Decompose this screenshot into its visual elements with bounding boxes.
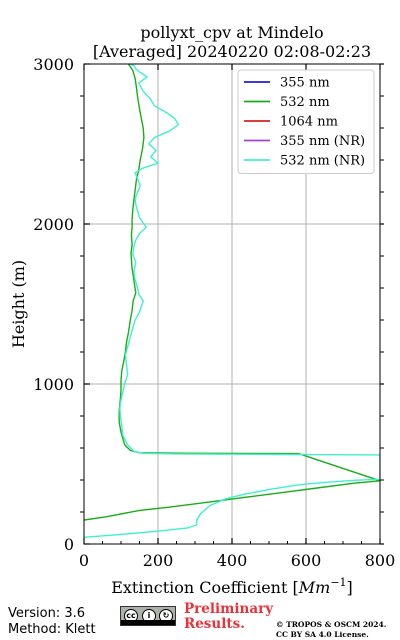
cc-license-badge: cc i ↻ [120, 606, 176, 626]
version-text: Version: 3.6 [8, 606, 85, 621]
x-tick-label: 800 [365, 551, 396, 570]
ticks: 0 200 400 600 800 0 1000 2000 3000 [33, 55, 395, 570]
x-tick-label: 600 [291, 551, 322, 570]
legend-label: 532 nm (NR) [280, 154, 365, 169]
y-tick-label: 0 [64, 535, 74, 554]
method-text: Method: Klett [8, 622, 96, 637]
series-line-532-nm [84, 64, 380, 521]
footer-info: Version: 3.6 Method: Klett [8, 606, 96, 638]
x-tick-label: 0 [79, 551, 89, 570]
y-tick-label: 1000 [33, 375, 74, 394]
preliminary-line1: Preliminary [184, 601, 274, 617]
sa-icon: ↻ [159, 609, 173, 623]
x-axis-label: Extinction Coefficient [Mm−1] [111, 576, 353, 597]
series-layer [84, 64, 380, 538]
chart-title-line1: pollyxt_cpv at Mindelo [140, 23, 323, 42]
legend-box [237, 69, 375, 174]
chart-title-line2: [Averaged] 20240220 02:08-02:23 [93, 42, 371, 61]
license-line1: © TROPOS & OSCM 2024. [276, 620, 387, 629]
license-line2: CC BY SA 4.0 License. [276, 630, 369, 639]
x-tick-label: 200 [143, 551, 174, 570]
cc-badge-strip [121, 620, 175, 625]
legend-label: 1064 nm [280, 115, 338, 130]
preliminary-line2: Results. [184, 616, 245, 632]
license-notice: © TROPOS & OSCM 2024. CC BY SA 4.0 Licen… [276, 620, 386, 640]
legend-label: 355 nm (NR) [280, 134, 365, 149]
y-tick-label: 3000 [33, 55, 74, 74]
legend-label: 532 nm [280, 95, 330, 110]
legend: 355 nm 532 nm 1064 nm 355 nm (NR) 532 nm (NR… [237, 69, 375, 174]
y-tick-label: 2000 [33, 215, 74, 234]
legend-label: 355 nm [280, 76, 330, 91]
x-tick-label: 400 [217, 551, 248, 570]
series-line-532-nm-nr [84, 64, 380, 538]
y-axis-label: Height (m) [9, 260, 28, 348]
extinction-profile-chart: pollyxt_cpv at Mindelo [Averaged] 202402… [9, 23, 396, 597]
preliminary-notice: Preliminary Results. [184, 602, 273, 632]
